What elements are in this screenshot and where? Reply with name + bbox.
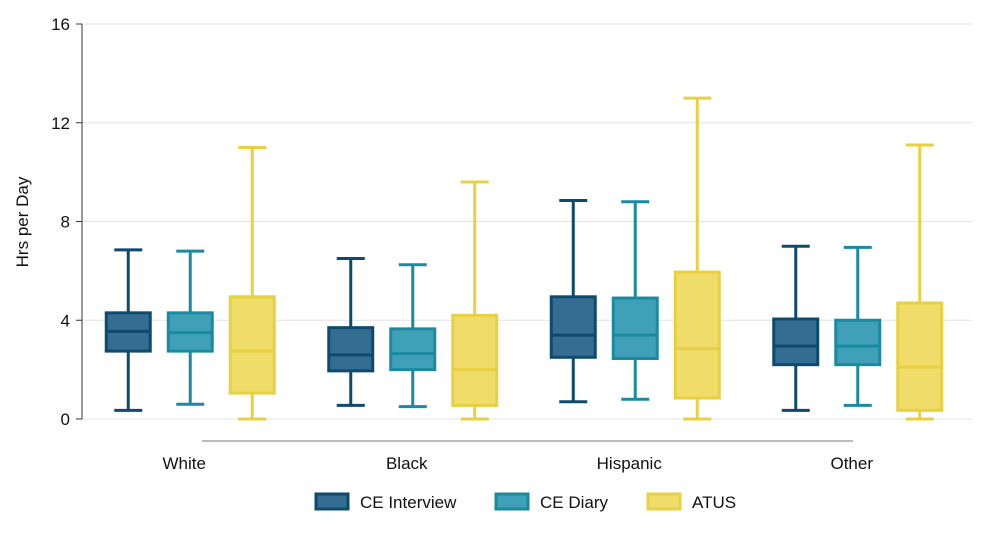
y-tick-label: 4 xyxy=(61,311,70,330)
box-iqr xyxy=(834,318,882,367)
x-category-label: Black xyxy=(386,454,428,473)
box xyxy=(451,180,499,421)
box xyxy=(549,199,597,404)
box-iqr xyxy=(772,317,820,367)
legend-swatch xyxy=(646,492,682,511)
box-iqr xyxy=(611,296,659,361)
y-tick-label: 0 xyxy=(61,410,70,429)
legend-item: CE Diary xyxy=(494,492,609,512)
box xyxy=(166,249,214,406)
y-axis: 0 4 8 12 16 xyxy=(51,15,83,429)
y-axis-title: Hrs per Day xyxy=(13,176,32,267)
box xyxy=(896,143,944,421)
y-tick-label: 16 xyxy=(51,15,70,34)
box xyxy=(228,145,276,421)
legend-label: CE Diary xyxy=(540,493,609,512)
legend: CE Interview CE Diary ATUS xyxy=(314,492,736,512)
box-iqr xyxy=(451,313,499,407)
series-atus xyxy=(228,96,944,421)
box-iqr xyxy=(228,295,276,395)
x-category-label: White xyxy=(163,454,206,473)
box xyxy=(772,244,820,412)
box-iqr xyxy=(389,327,437,372)
box-plot-series xyxy=(104,96,944,421)
legend-swatch xyxy=(314,492,350,511)
x-category-label: Other xyxy=(830,454,873,473)
y-tick-label: 8 xyxy=(61,213,70,232)
box xyxy=(327,257,375,407)
legend-item: CE Interview xyxy=(314,492,457,512)
box-iqr xyxy=(327,326,375,373)
box-iqr xyxy=(673,270,721,400)
box-iqr xyxy=(896,301,944,412)
series-ce-interview xyxy=(104,199,820,412)
series-ce-diary xyxy=(166,200,882,409)
box xyxy=(611,200,659,401)
y-tick-label: 12 xyxy=(51,114,70,133)
x-category-label: Hispanic xyxy=(597,454,663,473)
legend-label: ATUS xyxy=(692,493,736,512)
legend-label: CE Interview xyxy=(360,493,457,512)
box xyxy=(389,263,437,409)
legend-item: ATUS xyxy=(646,492,736,512)
box xyxy=(673,96,721,421)
x-axis-category-labels: White Black Hispanic Other xyxy=(163,454,874,473)
box-iqr xyxy=(549,295,597,359)
box xyxy=(104,248,152,412)
box xyxy=(834,245,882,407)
legend-swatch xyxy=(494,492,530,511)
